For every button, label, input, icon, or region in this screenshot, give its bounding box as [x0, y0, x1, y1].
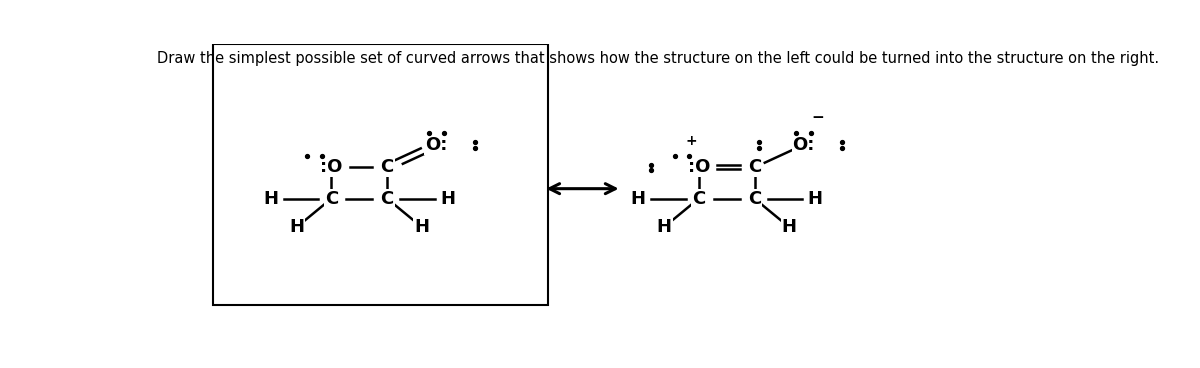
Text: H: H — [414, 218, 430, 236]
Bar — [214, 44, 548, 305]
Text: C: C — [748, 190, 761, 208]
Text: C: C — [748, 158, 761, 176]
Text: C: C — [380, 190, 394, 208]
Text: C: C — [692, 190, 706, 208]
Text: H: H — [631, 190, 646, 208]
Text: H: H — [656, 218, 672, 236]
Text: :O: :O — [688, 158, 710, 176]
Text: H: H — [781, 218, 797, 236]
Text: H: H — [440, 190, 455, 208]
Text: :O: :O — [320, 158, 342, 176]
Text: O:: O: — [425, 136, 448, 154]
Text: H: H — [264, 190, 278, 208]
Text: +: + — [685, 134, 697, 148]
Text: Draw the simplest possible set of curved arrows that shows how the structure on : Draw the simplest possible set of curved… — [157, 51, 1159, 66]
Text: H: H — [808, 190, 822, 208]
Text: C: C — [325, 190, 338, 208]
Text: C: C — [380, 158, 394, 176]
Text: H: H — [289, 218, 305, 236]
Text: O:: O: — [793, 136, 815, 154]
Text: −: − — [811, 110, 824, 125]
